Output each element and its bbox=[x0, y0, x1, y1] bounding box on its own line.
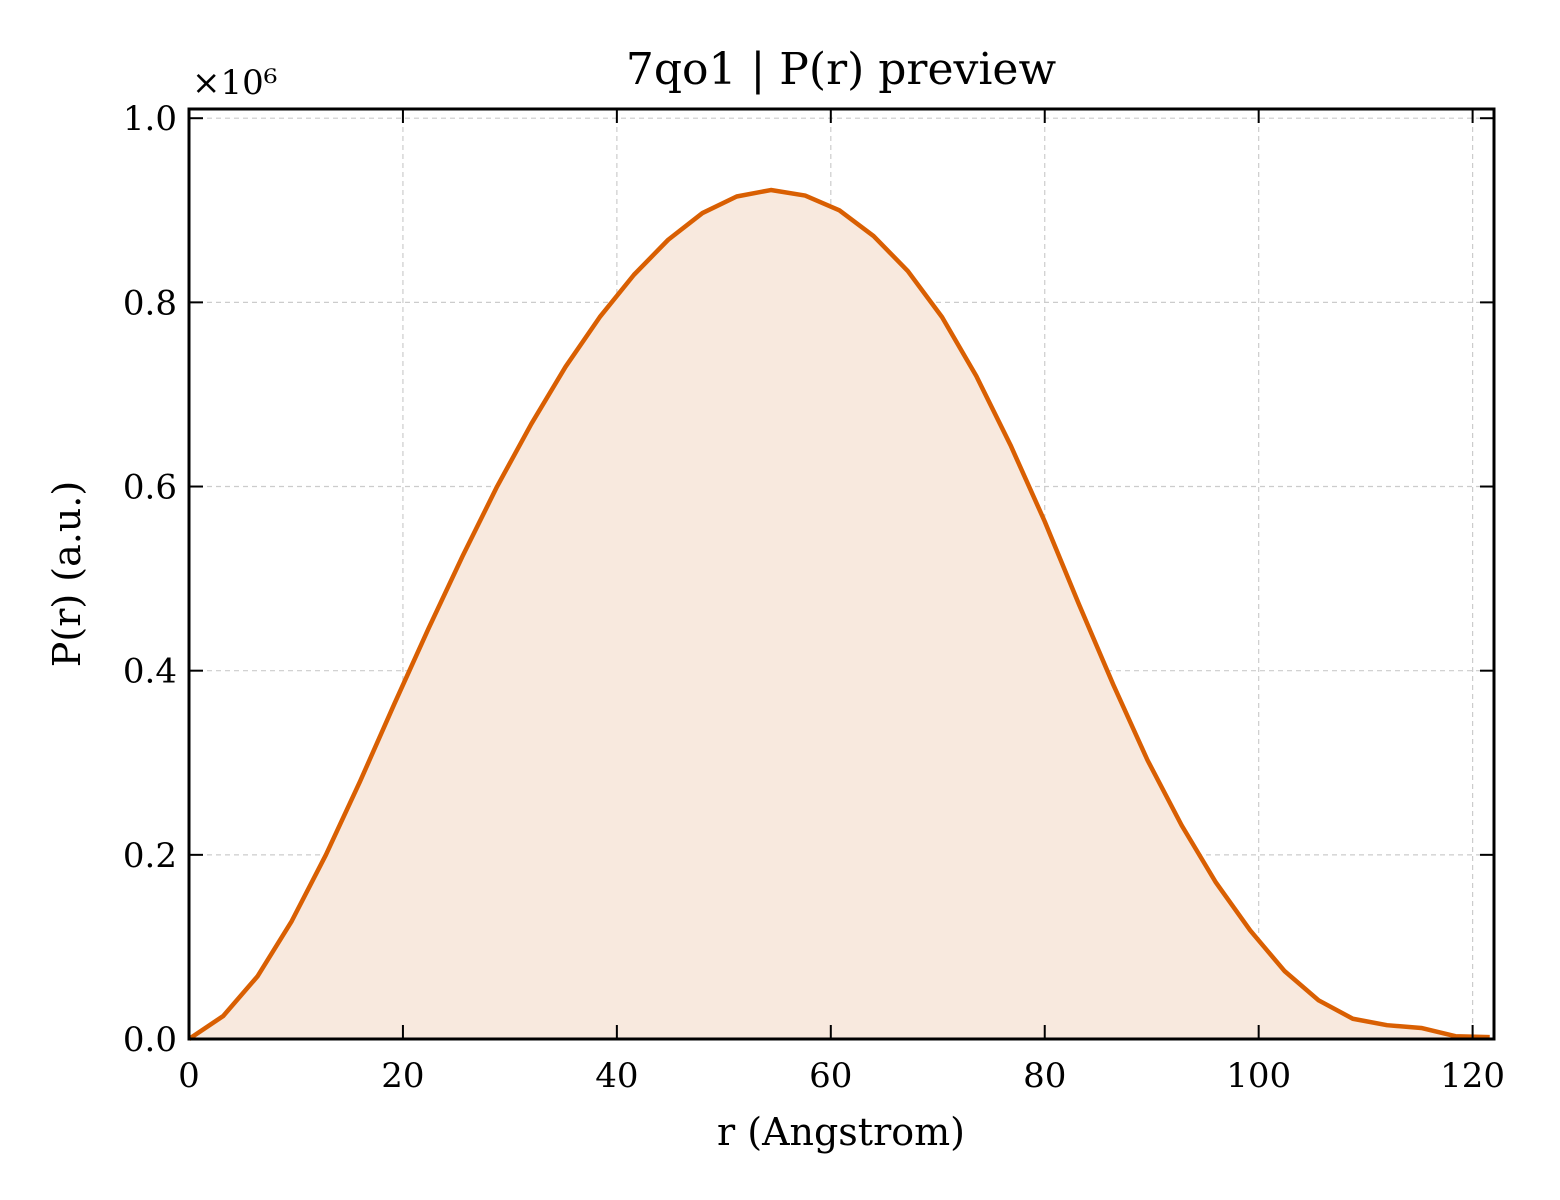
y-tick-label: 0.0 bbox=[123, 1020, 177, 1060]
chart-title: 7qo1 | P(r) preview bbox=[626, 44, 1057, 95]
x-axis-label: r (Angstrom) bbox=[717, 1110, 965, 1154]
y-tick-label: 0.2 bbox=[123, 836, 177, 876]
x-tick-label: 100 bbox=[1226, 1056, 1291, 1096]
x-tick-label: 20 bbox=[381, 1056, 424, 1096]
x-tick-label: 60 bbox=[809, 1056, 852, 1096]
y-axis-label: P(r) (a.u.) bbox=[45, 481, 89, 667]
pr-area-fill bbox=[189, 190, 1490, 1039]
data-layer bbox=[187, 187, 1490, 1041]
y-tick-label: 0.4 bbox=[123, 652, 177, 692]
ticks: 0 20 40 60 80 100 120 0.0 0.2 0.4 0.6 0.8 1.0 bbox=[123, 99, 1505, 1096]
plot-frame bbox=[187, 107, 1496, 1041]
y-tick-label: 0.8 bbox=[123, 283, 177, 323]
x-tick-label: 40 bbox=[595, 1056, 638, 1096]
y-tick-label: 1.0 bbox=[123, 99, 177, 139]
y-tick-label: 0.6 bbox=[123, 468, 177, 508]
y-axis-multiplier: ×10⁶ bbox=[192, 63, 277, 103]
pr-curve-line bbox=[187, 187, 1490, 1041]
x-tick-label: 80 bbox=[1023, 1056, 1066, 1096]
x-tick-label: 120 bbox=[1440, 1056, 1505, 1096]
x-tick-label: 0 bbox=[178, 1056, 200, 1096]
